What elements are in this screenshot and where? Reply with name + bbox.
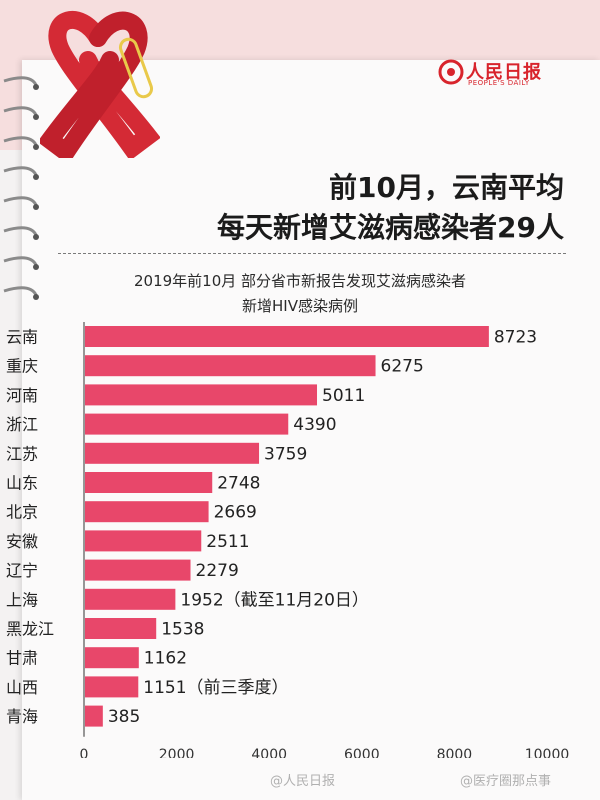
red-ribbon-icon <box>40 11 160 158</box>
category-label: 甘肃 <box>6 649 38 668</box>
category-label: 浙江 <box>6 415 38 434</box>
dashed-divider <box>58 253 566 254</box>
data-label: 2748 <box>217 474 260 494</box>
category-label: 河南 <box>6 386 38 405</box>
bar <box>85 530 202 552</box>
bar <box>85 618 157 639</box>
data-label: 1151（前三季度） <box>143 678 288 698</box>
x-tick-label: 10000 <box>525 747 570 758</box>
category-label: 安徽 <box>6 532 38 551</box>
bar <box>85 413 289 435</box>
category-label: 上海 <box>6 590 38 609</box>
bar <box>85 384 318 406</box>
data-label: 385 <box>108 707 140 727</box>
category-label: 黑龙江 <box>6 620 54 639</box>
chart-title: 2019年前10月 部分省市新报告发现艾滋病感染者 <box>133 272 467 290</box>
logo-name: 人民日报 <box>466 62 542 83</box>
category-label: 江苏 <box>6 444 38 463</box>
data-label: 1952（截至11月20日） <box>180 590 369 610</box>
logo-subtitle: PEOPLE'S DAILY <box>468 79 530 87</box>
category-label: 山西 <box>6 678 38 697</box>
bar <box>85 501 209 523</box>
bar <box>85 705 103 727</box>
data-label: 2511 <box>206 532 249 552</box>
category-label: 重庆 <box>6 357 38 376</box>
headline-line-2: 每天新增艾滋病感染者29人 <box>217 211 564 244</box>
bar <box>85 559 191 581</box>
data-label: 8723 <box>494 328 537 348</box>
category-label: 北京 <box>6 503 38 522</box>
bar <box>85 588 176 610</box>
x-tick-label: 4000 <box>251 747 287 758</box>
x-tick-label: 0 <box>80 747 89 758</box>
data-label: 1162 <box>144 649 187 669</box>
category-label: 辽宁 <box>6 561 38 580</box>
bar <box>85 676 139 698</box>
category-label: 青海 <box>6 707 38 726</box>
chart-subtitle: 新增HIV感染病例 <box>242 297 358 315</box>
x-tick-label: 6000 <box>344 747 380 758</box>
headline-line-1: 前10月，云南平均 <box>329 171 564 204</box>
notebook-spiral <box>3 76 39 300</box>
x-tick-label: 8000 <box>437 747 473 758</box>
data-label: 5011 <box>322 386 365 406</box>
data-label: 6275 <box>381 357 424 377</box>
bar-chart: 云南 8723 重庆 6275 河南 5011 浙江 4390 江苏 3759 山东 2748 北京 26… <box>6 322 570 758</box>
at-sign-icon <box>438 59 464 85</box>
data-label: 2669 <box>214 503 257 523</box>
watermark-peoples-daily: @人民日报 <box>270 774 336 789</box>
bar <box>85 472 213 493</box>
data-label: 1538 <box>161 620 204 640</box>
x-tick-label: 2000 <box>159 747 195 758</box>
data-label: 4390 <box>293 415 336 435</box>
bar <box>85 442 260 464</box>
peoples-daily-logo: 人民日报 PEOPLE'S DAILY <box>438 58 568 90</box>
bar <box>85 326 489 347</box>
data-label: 2279 <box>196 561 239 581</box>
category-label: 山东 <box>6 474 38 493</box>
data-label: 3759 <box>264 444 307 464</box>
bar <box>85 647 139 669</box>
bar <box>85 355 376 377</box>
watermark-medical-circle: @医疗圈那点事 <box>460 774 552 789</box>
headline: 前10月，云南平均 每天新增艾滋病感染者29人 <box>217 168 564 248</box>
category-label: 云南 <box>6 328 38 347</box>
